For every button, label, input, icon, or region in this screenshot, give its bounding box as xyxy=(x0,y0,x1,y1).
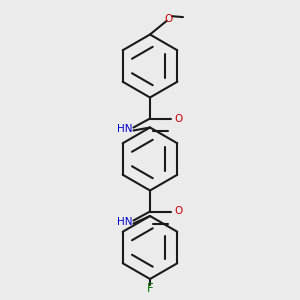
Text: HN: HN xyxy=(117,124,133,134)
Text: O: O xyxy=(174,113,183,124)
Text: O: O xyxy=(174,206,183,217)
Text: O: O xyxy=(164,14,172,25)
Text: F: F xyxy=(147,281,153,295)
Text: HN: HN xyxy=(117,217,133,227)
